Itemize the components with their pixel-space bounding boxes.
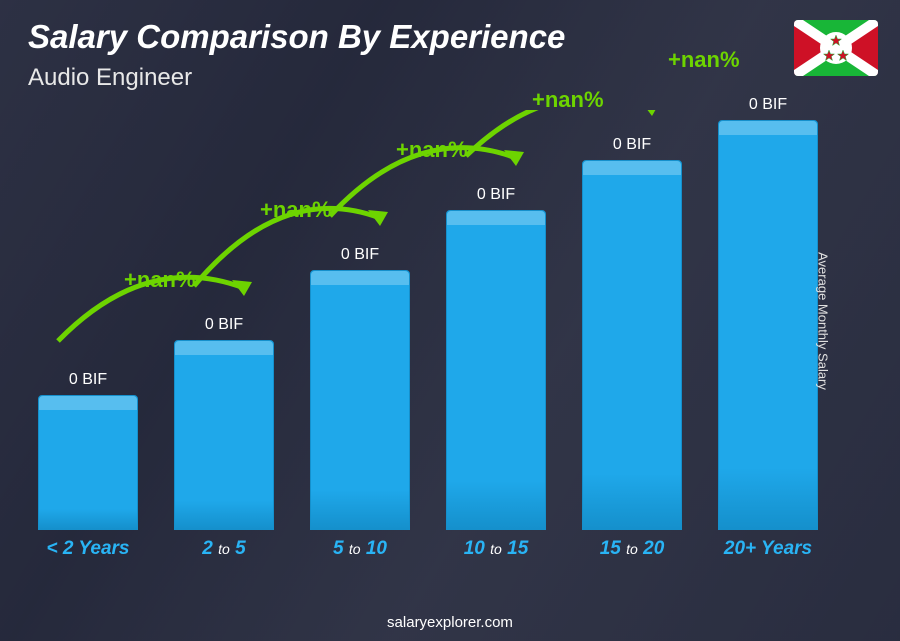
y-axis-label: Average Monthly Salary <box>816 252 831 390</box>
percent-change-label: +nan% <box>396 137 468 163</box>
page-subtitle: Audio Engineer <box>28 64 192 92</box>
bar-slot: 5 to 10 0 BIF <box>302 110 418 560</box>
bar-chart: < 2 Years 0 BIF 2 to 5 0 BIF +nan% 5 to 10 0 B… <box>30 110 850 560</box>
bar <box>174 340 274 530</box>
percent-change-label: +nan% <box>124 267 196 293</box>
value-label: 0 BIF <box>710 96 826 114</box>
x-axis-label: 20+ Years <box>710 538 826 560</box>
percent-change-label: +nan% <box>668 47 740 73</box>
value-label: 0 BIF <box>438 186 554 204</box>
bar <box>718 120 818 530</box>
value-label: 0 BIF <box>574 136 690 154</box>
value-label: 0 BIF <box>30 371 146 389</box>
bar <box>446 210 546 530</box>
country-flag <box>794 20 878 76</box>
bar <box>38 395 138 530</box>
bar-slot: 10 to 15 0 BIF <box>438 110 554 560</box>
value-label: 0 BIF <box>166 316 282 334</box>
watermark: salaryexplorer.com <box>0 614 900 631</box>
bar-slot: 15 to 20 0 BIF <box>574 110 690 560</box>
x-axis-label: 5 to 10 <box>302 538 418 560</box>
x-axis-label: 10 to 15 <box>438 538 554 560</box>
bar-slot: 20+ Years0 BIF <box>710 110 826 560</box>
bar <box>582 160 682 530</box>
bar <box>310 270 410 530</box>
x-axis-label: 2 to 5 <box>166 538 282 560</box>
bar-slot: 2 to 5 0 BIF <box>166 110 282 560</box>
page-title: Salary Comparison By Experience <box>28 18 565 56</box>
percent-change-label: +nan% <box>532 87 604 113</box>
bar-slot: < 2 Years 0 BIF <box>30 110 146 560</box>
value-label: 0 BIF <box>302 246 418 264</box>
percent-change-label: +nan% <box>260 197 332 223</box>
x-axis-label: < 2 Years <box>30 538 146 560</box>
x-axis-label: 15 to 20 <box>574 538 690 560</box>
